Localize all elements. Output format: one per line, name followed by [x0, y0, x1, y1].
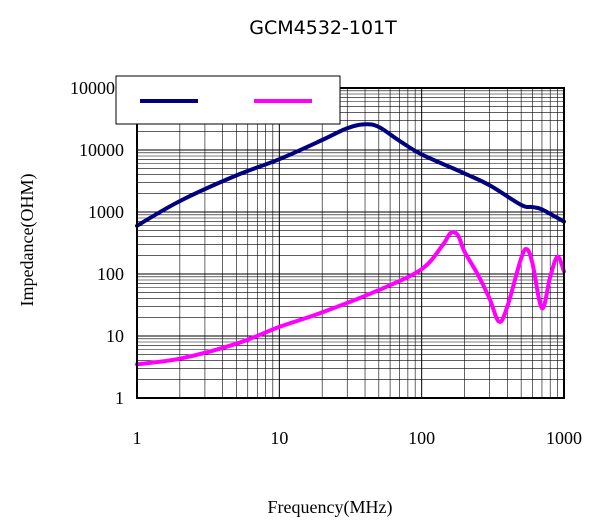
y-tick-label: 10: [106, 326, 124, 346]
tick-labels: 1 10 100 1000 1 10 100 1000 10000 100000: [70, 78, 582, 448]
chart-title: GCM4532-101T: [249, 17, 397, 39]
plot-frame: [136, 87, 565, 399]
y-tick-label: 100000: [70, 78, 124, 98]
x-tick-label: 1: [133, 428, 142, 448]
y-tick-label: 10000: [79, 140, 124, 160]
x-axis-label: Frequency(MHz): [268, 497, 393, 518]
legend: [115, 75, 341, 125]
chart-curves: [135, 122, 566, 367]
series-1-line: [135, 122, 566, 228]
x-tick-label: 100: [408, 428, 435, 448]
y-tick-label: 100: [97, 264, 124, 284]
y-tick-label: 1: [115, 388, 124, 408]
x-tick-label: 10: [270, 428, 288, 448]
y-axis-label: Impedance(OHM): [17, 174, 38, 307]
series-2-line: [135, 230, 566, 367]
x-tick-label: 1000: [546, 428, 582, 448]
chart-grid: [136, 88, 564, 399]
y-tick-label: 1000: [88, 202, 124, 222]
